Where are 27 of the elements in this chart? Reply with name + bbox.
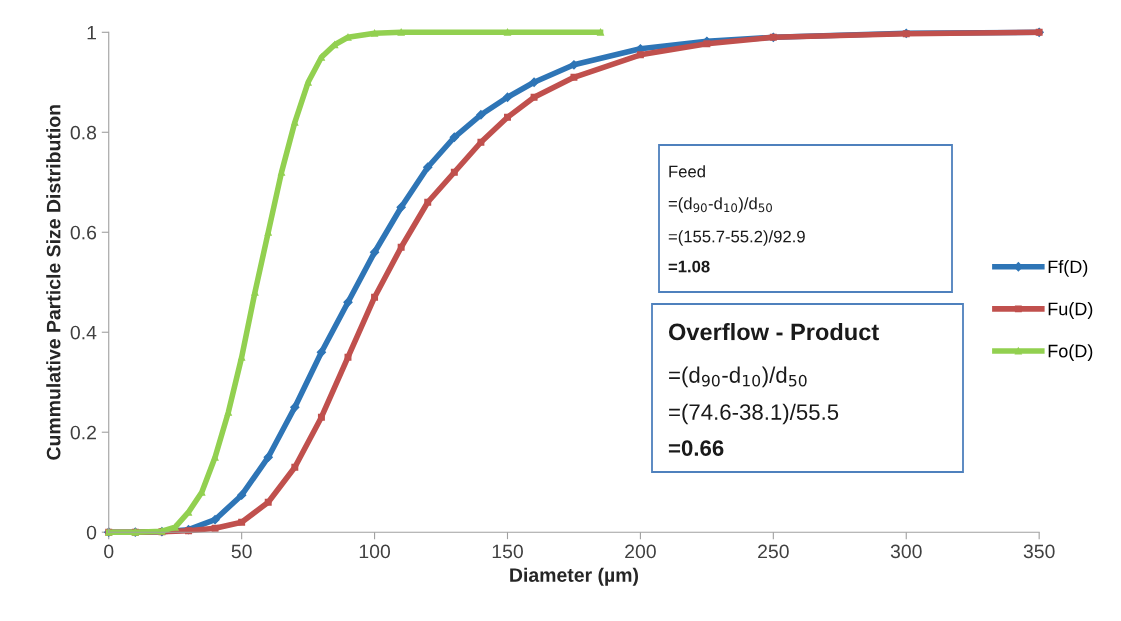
y-tick-label: 0.2 bbox=[70, 425, 96, 440]
annotation: Feed bbox=[669, 165, 705, 178]
annotation: =1.08 bbox=[668, 260, 710, 273]
annotation: =(74.6-38.1)/55.5 bbox=[669, 403, 839, 425]
x-tick-label: 300 bbox=[890, 544, 922, 559]
x-axis-title: Diameter (µm) bbox=[510, 567, 639, 586]
annotation: =(d$_{90}$-d$_{10}$)/d$_{50}$ bbox=[669, 366, 807, 388]
annotation: =0.66 bbox=[668, 440, 724, 456]
legend-label: Fu(D) bbox=[1048, 302, 1093, 319]
y-axis-title: Cummulative Particle Size Distribution bbox=[46, 105, 61, 460]
annotation: =(d$_{90}$-d$_{10}$)/d$_{50}$ bbox=[668, 197, 772, 213]
y-tick-label: 0.8 bbox=[70, 125, 97, 140]
legend-label: Fo(D) bbox=[1048, 344, 1093, 362]
annotation: =(155.7-55.2)/92.9 bbox=[668, 230, 805, 246]
x-tick-label: 50 bbox=[231, 544, 252, 559]
y-tick-label: 1 bbox=[87, 25, 96, 40]
y-tick-label: 0 bbox=[86, 525, 97, 540]
x-tick-label: 250 bbox=[758, 544, 789, 559]
annotation: Overflow - Product bbox=[668, 323, 879, 341]
x-tick-label: 200 bbox=[625, 544, 656, 559]
y-tick-label: 0.4 bbox=[70, 325, 97, 340]
y-tick-label: 0.6 bbox=[70, 225, 97, 240]
x-tick-label: 0 bbox=[104, 544, 114, 559]
legend-label: Ff(D) bbox=[1048, 259, 1088, 277]
x-tick-label: 100 bbox=[359, 544, 391, 559]
x-tick-label: 350 bbox=[1023, 544, 1055, 559]
x-tick-label: 150 bbox=[492, 544, 523, 559]
